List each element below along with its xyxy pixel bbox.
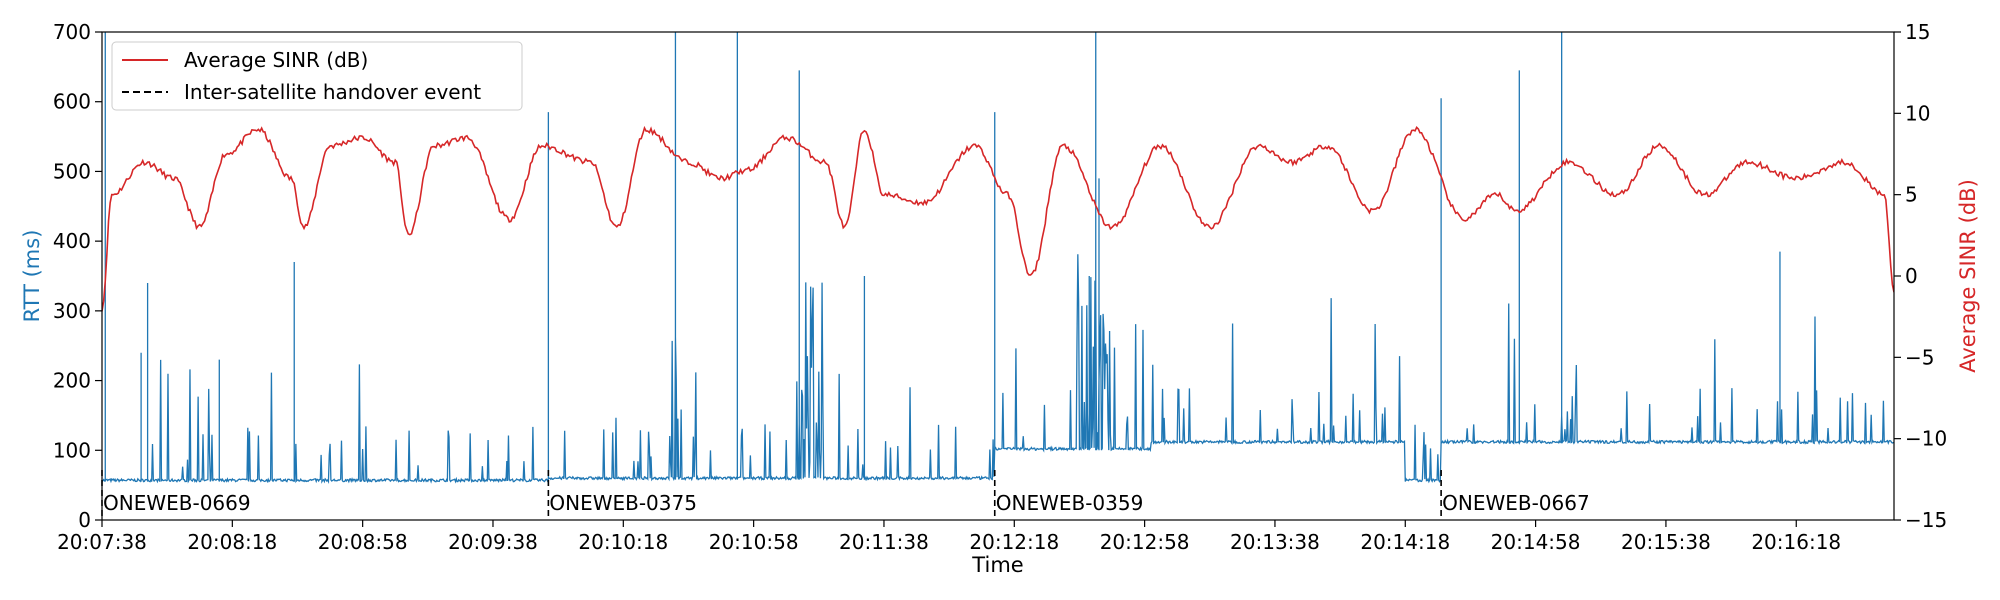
x-tick-label: 20:09:38 [448,530,538,554]
x-tick-label: 20:13:38 [1230,530,1320,554]
y-right-tick-label: 10 [1905,101,1930,125]
x-tick-label: 20:07:38 [57,530,147,554]
x-tick-label: 20:14:58 [1491,530,1581,554]
y-right-tick-label: −5 [1905,345,1934,369]
sinr-line [102,125,1894,312]
x-tick-label: 20:10:18 [578,530,668,554]
y-left-tick-label: 300 [53,299,91,323]
rtt-series [102,32,1894,485]
y-axis-right-title: Average SINR (dB) [1956,179,1980,373]
x-tick-label: 20:15:38 [1621,530,1711,554]
y-left-tick-label: 0 [78,508,91,532]
y-axis-right: −15 −10 −5 0 5 10 15 [1894,20,1947,532]
y-right-tick-label: −15 [1905,508,1947,532]
x-tick-label: 20:16:18 [1751,530,1841,554]
y-left-tick-label: 200 [53,369,91,393]
legend: Average SINR (dB) Inter-satellite handov… [111,41,523,111]
y-right-tick-label: −10 [1905,427,1947,451]
y-axis-left-title: RTT (ms) [20,230,44,323]
handover-satellite-label: ONEWEB-0375 [549,491,697,515]
x-tick-label: 20:10:58 [709,530,799,554]
plot-area: ONEWEB-0669 ONEWEB-0375 ONEWEB-0359 ONEWEB-… [101,31,1895,521]
x-axis-title: Time [971,553,1023,577]
x-tick-label: 20:08:18 [187,530,277,554]
y-left-tick-label: 100 [53,438,91,462]
x-tick-label: 20:08:58 [318,530,408,554]
y-left-tick-label: 400 [53,229,91,253]
y-left-tick-label: 600 [53,90,91,114]
handover-satellite-label: ONEWEB-0669 [103,491,251,515]
x-tick-label: 20:12:18 [969,530,1059,554]
y-right-tick-label: 5 [1905,183,1918,207]
sinr-series [102,125,1894,312]
y-right-tick-label: 0 [1905,264,1918,288]
y-right-tick-label: 15 [1905,20,1930,44]
y-left-tick-label: 700 [53,20,91,44]
handover-satellite-label: ONEWEB-0359 [996,491,1144,515]
x-tick-label: 20:12:58 [1100,530,1190,554]
rtt-line [102,32,1894,485]
y-left-tick-label: 500 [53,159,91,183]
y-axis-left: 0 100 200 300 400 500 600 700 [53,20,102,532]
legend-label-handover: Inter-satellite handover event [184,80,481,104]
legend-box [111,41,523,111]
x-tick-label: 20:11:38 [839,530,929,554]
handover-satellite-label: ONEWEB-0667 [1442,491,1590,515]
legend-label-sinr: Average SINR (dB) [184,48,368,72]
x-tick-label: 20:14:18 [1360,530,1450,554]
x-axis: 20:07:38 20:08:18 20:08:58 20:09:38 20:10:18… [57,520,1841,554]
handover-events: ONEWEB-0669 ONEWEB-0375 ONEWEB-0359 ONEWEB-… [101,470,1590,520]
